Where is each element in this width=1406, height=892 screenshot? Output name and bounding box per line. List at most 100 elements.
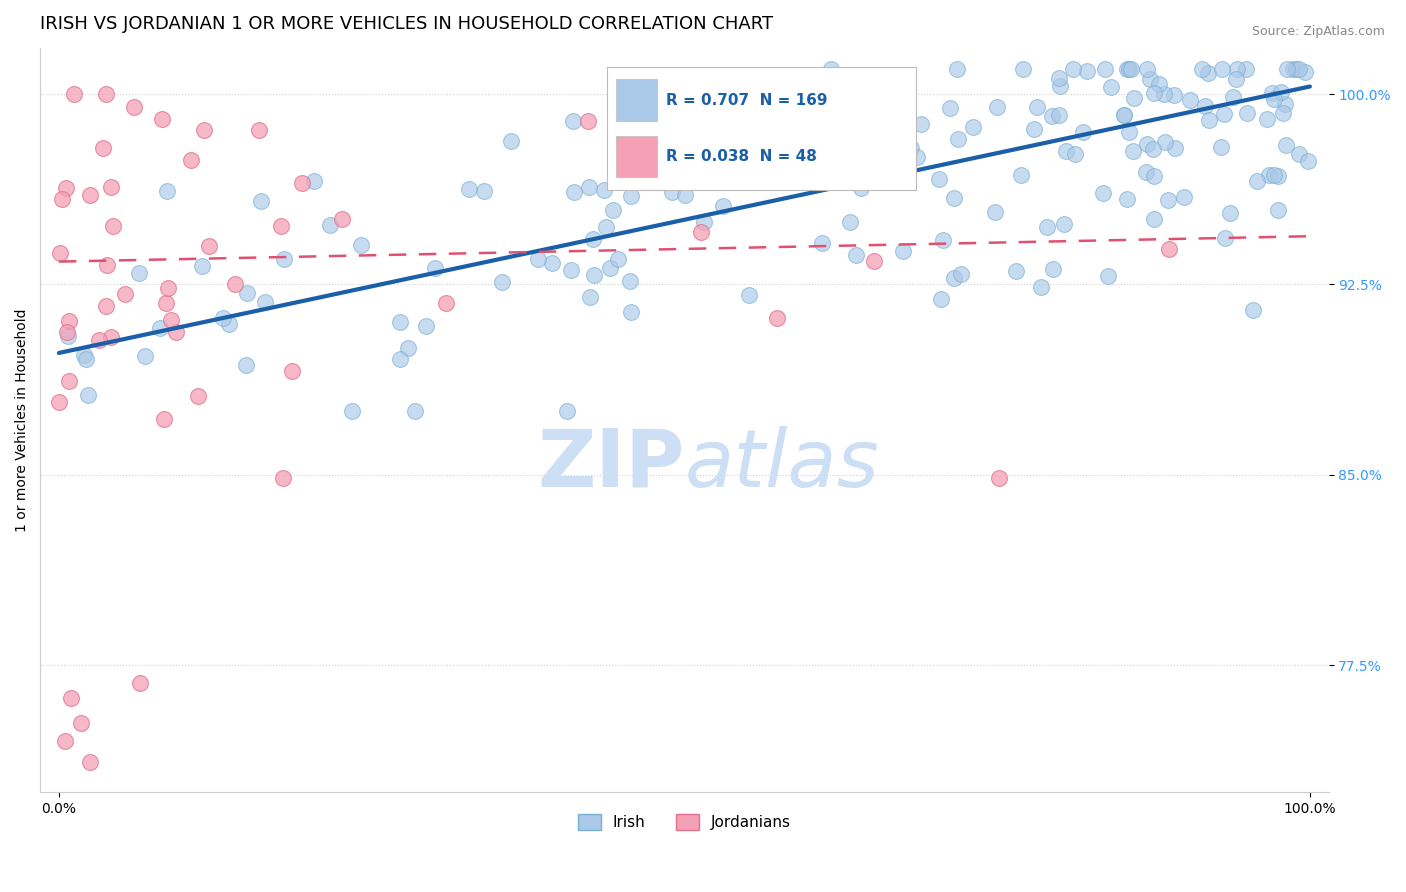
Point: [1282, 62, 1305, 76]
Point: [1246, 174, 1268, 188]
Point: [235, 358, 257, 372]
Point: [1154, 135, 1177, 149]
Point: [1191, 62, 1213, 76]
Point: [562, 114, 585, 128]
Point: [1212, 107, 1234, 121]
Point: [457, 182, 479, 196]
Point: [1073, 125, 1095, 139]
Point: [984, 204, 1007, 219]
Point: [910, 117, 932, 131]
Point: [499, 134, 522, 148]
Point: [253, 294, 276, 309]
Point: [340, 404, 363, 418]
Point: [1225, 71, 1247, 86]
Point: [1026, 100, 1049, 114]
Point: [491, 275, 513, 289]
Point: [302, 174, 325, 188]
Point: [349, 237, 371, 252]
Point: [58, 328, 80, 343]
Point: [1022, 122, 1045, 136]
Point: [988, 471, 1011, 485]
Point: [948, 132, 970, 146]
Point: [1159, 242, 1181, 256]
Point: [404, 404, 426, 418]
Point: [1267, 203, 1289, 218]
Point: [929, 292, 952, 306]
Point: [599, 261, 621, 276]
Point: [844, 248, 866, 262]
Point: [389, 352, 412, 367]
Point: [986, 100, 1008, 114]
Point: [100, 180, 122, 194]
Point: [423, 260, 446, 275]
Point: [191, 259, 214, 273]
Point: [1042, 262, 1064, 277]
Point: [75, 351, 97, 366]
Point: [1114, 108, 1136, 122]
Point: [100, 330, 122, 344]
Point: [1298, 153, 1320, 168]
Point: [415, 318, 437, 333]
Point: [1156, 194, 1178, 208]
Point: [60, 691, 83, 706]
Point: [1275, 138, 1298, 153]
Point: [1263, 93, 1285, 107]
Point: [212, 311, 235, 326]
Point: [1153, 87, 1175, 102]
Text: ZIP: ZIP: [537, 425, 685, 504]
Point: [291, 176, 314, 190]
Point: [270, 219, 292, 233]
Point: [134, 349, 156, 363]
Point: [271, 471, 294, 485]
Point: [893, 244, 915, 259]
Point: [1267, 169, 1289, 184]
Point: [1115, 62, 1137, 76]
Point: [389, 315, 412, 329]
Point: [938, 101, 960, 115]
Point: [1272, 105, 1295, 120]
Point: [1142, 142, 1164, 156]
Point: [737, 288, 759, 302]
Point: [900, 141, 922, 155]
Point: [763, 171, 786, 186]
Point: [1178, 93, 1201, 107]
Point: [905, 150, 928, 164]
Point: [689, 225, 711, 239]
Point: [1054, 144, 1077, 158]
Point: [1076, 64, 1098, 78]
Point: [661, 185, 683, 199]
Point: [943, 271, 966, 285]
Text: Source: ZipAtlas.com: Source: ZipAtlas.com: [1251, 25, 1385, 38]
Point: [576, 114, 599, 128]
Point: [851, 180, 873, 194]
Point: [56, 326, 79, 340]
Point: [894, 171, 917, 186]
Point: [1053, 217, 1076, 231]
Y-axis label: 1 or more Vehicles in Household: 1 or more Vehicles in Household: [15, 309, 30, 532]
Point: [950, 267, 973, 281]
Point: [1198, 113, 1220, 128]
Point: [156, 281, 179, 295]
Point: [1294, 65, 1316, 79]
Point: [1234, 62, 1257, 76]
Point: [70, 716, 93, 731]
Point: [1288, 146, 1310, 161]
Point: [711, 199, 734, 213]
Point: [689, 135, 711, 149]
Point: [1136, 62, 1159, 76]
Point: [51, 192, 73, 206]
Point: [1256, 112, 1278, 126]
Point: [541, 255, 564, 269]
Point: [602, 202, 624, 217]
Point: [128, 266, 150, 280]
Point: [197, 238, 219, 252]
Point: [250, 194, 273, 209]
Point: [1163, 87, 1185, 102]
Point: [187, 389, 209, 403]
Point: [620, 189, 643, 203]
Point: [152, 412, 174, 426]
Point: [884, 128, 907, 142]
Point: [595, 219, 617, 234]
Point: [273, 252, 295, 266]
Point: [58, 375, 80, 389]
